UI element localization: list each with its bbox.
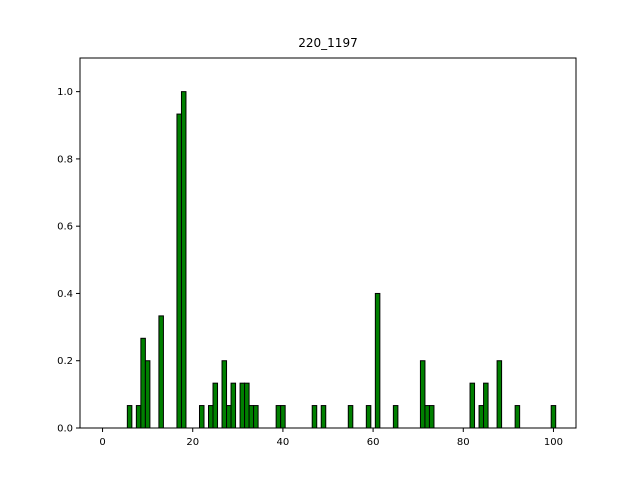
x-tick-label: 40: [277, 437, 290, 448]
bar-16: [253, 405, 259, 429]
bars-layer: [126, 91, 557, 429]
bar-23: [374, 292, 381, 429]
bar-9: [212, 382, 219, 429]
bar-28: [469, 382, 476, 429]
bar-30: [483, 382, 489, 429]
bar-1: [135, 405, 142, 429]
x-axis: 0 20 40 60 80 100: [99, 428, 563, 448]
x-tick-label: 100: [544, 437, 563, 448]
bar-18: [280, 405, 286, 429]
bar-22: [365, 405, 372, 429]
bar-13: [239, 382, 246, 429]
bar-0: [126, 405, 133, 429]
x-tick-label: 80: [457, 437, 470, 448]
bar-26: [424, 405, 430, 429]
bar-17: [275, 405, 282, 429]
x-tick-label: 20: [186, 437, 199, 448]
bar-24: [392, 405, 399, 429]
bar-12: [230, 382, 237, 429]
bar-27: [428, 405, 435, 429]
bar-14: [244, 382, 250, 429]
y-tick-label: 0.6: [57, 222, 73, 233]
bar-11: [226, 405, 232, 429]
bar-10: [221, 360, 228, 429]
bar-21: [347, 405, 354, 429]
bar-19: [311, 405, 318, 429]
bar-20: [320, 405, 327, 429]
bar-29: [478, 405, 485, 429]
y-tick-label: 0.0: [57, 424, 73, 435]
x-tick-label: 60: [367, 437, 380, 448]
bar-15: [248, 405, 255, 429]
y-tick-label: 0.4: [57, 289, 73, 300]
plot-frame: [79, 57, 577, 429]
bar-6: [180, 91, 187, 429]
y-tick-label: 0.2: [57, 356, 73, 367]
bar-32: [514, 405, 521, 429]
y-axis: 0.0 0.2 0.4 0.6 0.8 1.0: [57, 87, 80, 435]
bar-31: [496, 360, 503, 429]
x-tick-label: 0: [99, 437, 105, 448]
bar-7: [198, 405, 205, 429]
bar-3: [144, 360, 151, 429]
chart-title: 220_1197: [298, 36, 357, 50]
bar-8: [208, 405, 214, 429]
y-tick-label: 0.8: [57, 154, 73, 165]
bar-2: [140, 337, 146, 429]
bar-5: [176, 113, 182, 429]
bar-25: [419, 360, 426, 429]
bar-4: [158, 315, 164, 429]
bar-33: [550, 405, 557, 429]
y-tick-label: 1.0: [57, 87, 73, 98]
